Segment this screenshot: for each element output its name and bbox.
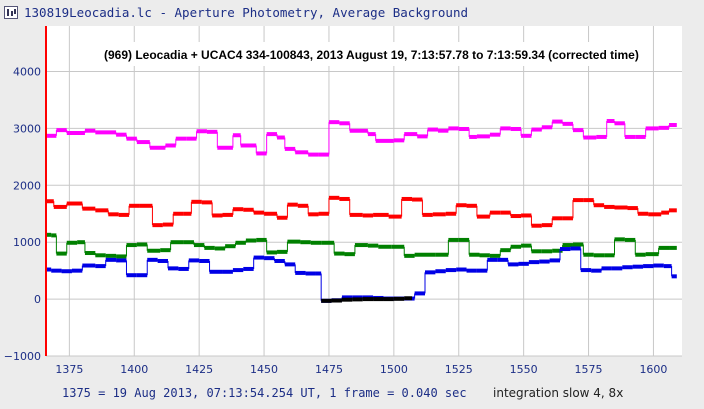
y-tick-label: 1000 bbox=[13, 236, 41, 249]
x-tick-label: 1575 bbox=[575, 363, 603, 376]
y-tick-label: −1000 bbox=[4, 350, 41, 363]
x-tick-label: 1500 bbox=[380, 363, 408, 376]
green-series bbox=[46, 232, 677, 259]
x-tick-label: 1475 bbox=[315, 363, 343, 376]
y-tick-label: 2000 bbox=[13, 179, 41, 192]
x-tick-label: 1375 bbox=[55, 363, 83, 376]
x-tick-label: 1425 bbox=[185, 363, 213, 376]
lightcurve-app-icon[interactable] bbox=[4, 6, 18, 19]
title-bar[interactable]: 130819Leocadia.lc - Aperture Photometry,… bbox=[0, 0, 704, 26]
window-title: 130819Leocadia.lc - Aperture Photometry,… bbox=[24, 5, 469, 20]
grid-lines bbox=[46, 26, 682, 357]
x-tick-label: 1525 bbox=[445, 363, 473, 376]
integration-readout: integration slow 4, 8x bbox=[493, 386, 624, 400]
plot-area bbox=[46, 26, 682, 356]
y-tick-label: 0 bbox=[34, 293, 41, 306]
x-tick-label: 1600 bbox=[639, 363, 667, 376]
data-series bbox=[46, 119, 677, 303]
y-axis-ticks: −1000 0 1000 2000 3000 4000 bbox=[4, 66, 41, 363]
x-axis-ticks: 1375 1400 1425 1450 1475 1500 1525 1550 1575 1600 bbox=[55, 363, 667, 376]
chart-caption-box bbox=[96, 42, 652, 66]
y-tick-label: 3000 bbox=[13, 122, 41, 135]
frame-time-readout: 1375 = 19 Aug 2013, 07:13:54.254 UT, 1 f… bbox=[62, 386, 467, 400]
chart-title: (969) Leocadia + UCAC4 334-100843, 2013 … bbox=[104, 48, 639, 62]
magenta-series bbox=[46, 119, 677, 157]
status-bar: 1375 = 19 Aug 2013, 07:13:54.254 UT, 1 f… bbox=[0, 378, 704, 409]
y-tick-label: 4000 bbox=[13, 66, 41, 79]
x-tick-label: 1400 bbox=[120, 363, 148, 376]
x-tick-label: 1450 bbox=[250, 363, 278, 376]
red-series bbox=[46, 195, 677, 228]
x-tick-label: 1550 bbox=[510, 363, 538, 376]
black-series bbox=[321, 296, 413, 303]
